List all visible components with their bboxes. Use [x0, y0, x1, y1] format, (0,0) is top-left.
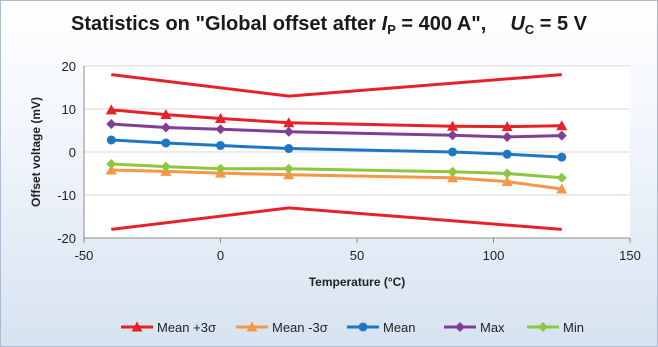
- data-point-4-2: [215, 163, 226, 174]
- limit-line-1: [111, 206, 562, 231]
- x-tick-label-2: 50: [350, 248, 364, 263]
- data-point-0-5: [501, 121, 513, 132]
- legend-marker-3: [455, 322, 465, 332]
- y-tick-label-2: 0: [69, 145, 76, 160]
- title-main: Statistics on "Global offset after: [71, 13, 382, 35]
- data-point-3-1: [160, 122, 171, 133]
- tick-labels: -20 -10 0 10 20 -50 0 50 100 150: [57, 59, 641, 263]
- chart-title: Statistics on "Global offset after IP = …: [71, 13, 588, 37]
- data-point-0-0: [105, 104, 117, 115]
- x-axis-label: Temperature (°C): [309, 275, 406, 289]
- data-point-4-1: [160, 161, 171, 172]
- title-ip-rest: = 400 A",: [396, 13, 486, 35]
- data-point-2-3: [284, 144, 294, 154]
- data-point-0-2: [215, 112, 226, 123]
- x-tick-label-1: 0: [217, 248, 224, 263]
- data-point-2-6: [557, 152, 567, 162]
- data-point-1-3: [283, 169, 295, 180]
- data-point-3-5: [502, 131, 513, 142]
- data-point-3-2: [215, 124, 226, 135]
- title-uc-rest: = 5 V: [534, 13, 587, 35]
- data-point-4-4: [447, 166, 458, 177]
- legend-marker-0: [131, 321, 143, 332]
- data-point-4-6: [556, 172, 567, 183]
- data-point-3-3: [283, 126, 294, 137]
- legend-label-3: Max: [480, 320, 505, 335]
- data-point-0-1: [160, 109, 172, 120]
- title-uc-sub: C: [525, 22, 535, 37]
- limit-lines: [111, 73, 562, 231]
- data-point-1-4: [447, 172, 459, 183]
- title-uc-var: U: [510, 13, 525, 35]
- data-point-1-5: [501, 176, 513, 187]
- y-tick-label-4: 20: [62, 59, 76, 74]
- data-point-3-6: [556, 130, 567, 141]
- legend-marker-1: [246, 321, 258, 332]
- data-point-4-3: [283, 163, 294, 174]
- data-point-2-0: [106, 135, 116, 145]
- legend: Mean +3σ Mean -3σ Mean Max Min: [121, 320, 584, 335]
- legend-label-1: Mean -3σ: [272, 320, 328, 335]
- data-point-0-4: [447, 120, 459, 131]
- series-group: [105, 104, 568, 194]
- legend-label-0: Mean +3σ: [157, 320, 216, 335]
- data-point-0-3: [283, 117, 295, 128]
- y-axis-label: Offset voltage (mV): [29, 97, 43, 207]
- x-tick-label-4: 150: [619, 248, 641, 263]
- data-point-0-6: [556, 120, 568, 131]
- data-point-2-1: [161, 138, 171, 148]
- data-point-2-4: [448, 147, 458, 157]
- legend-marker-4: [538, 322, 548, 332]
- data-point-3-0: [106, 119, 117, 130]
- x-tick-label-0: -50: [75, 248, 94, 263]
- y-tick-label-1: -10: [57, 188, 76, 203]
- data-point-2-2: [216, 141, 225, 151]
- data-point-2-5: [502, 149, 512, 159]
- y-tick-label-0: -20: [57, 231, 76, 246]
- data-point-3-4: [447, 130, 458, 141]
- legend-marker-2: [358, 322, 368, 332]
- data-point-1-0: [105, 164, 117, 175]
- axes: [83, 66, 631, 243]
- title-ip-var: I: [382, 13, 388, 35]
- data-point-1-6: [556, 183, 568, 194]
- data-point-4-0: [106, 159, 117, 170]
- title-ip-sub: P: [387, 22, 396, 37]
- limit-line-0: [111, 73, 562, 98]
- legend-label-4: Min: [563, 320, 584, 335]
- x-tick-label-3: 100: [483, 248, 505, 263]
- data-point-4-5: [502, 168, 513, 179]
- legend-label-2: Mean: [383, 320, 416, 335]
- y-tick-label-3: 10: [62, 102, 76, 117]
